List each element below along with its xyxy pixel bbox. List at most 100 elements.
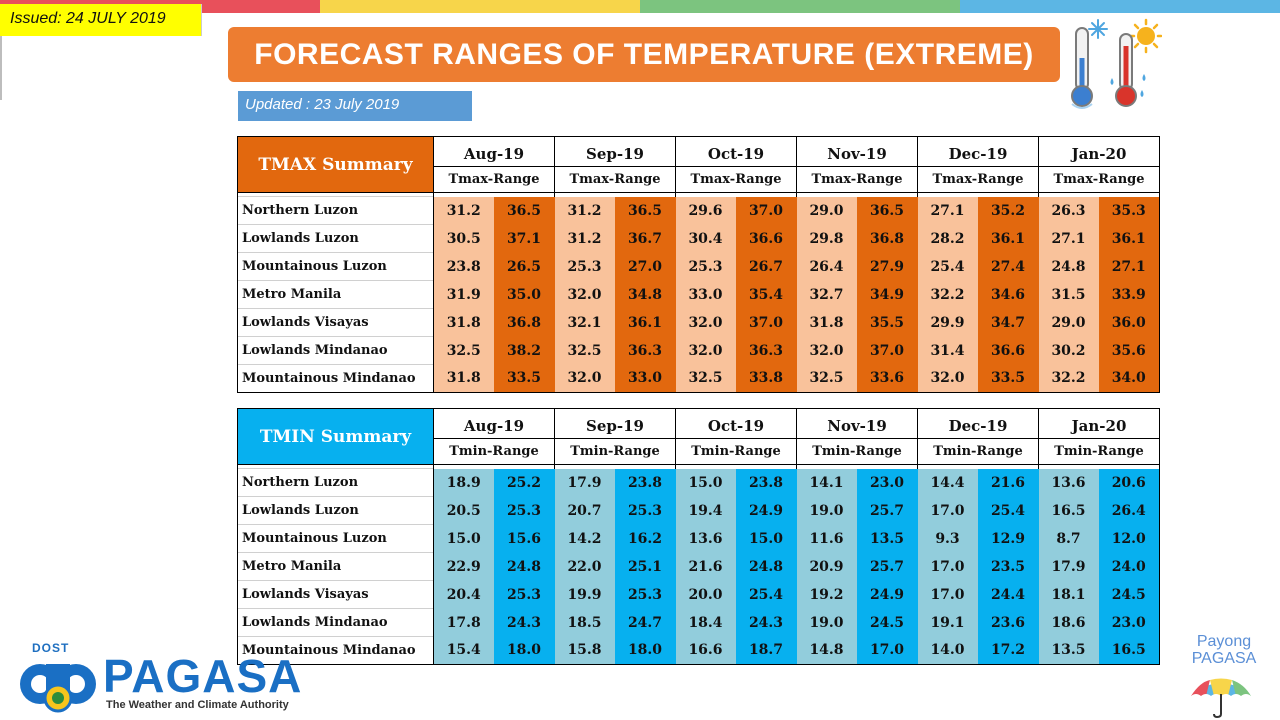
tmax-high-value: 36.6 bbox=[977, 336, 1039, 365]
tmin-high-value: 18.7 bbox=[735, 636, 797, 665]
tmax-low-value: 30.2 bbox=[1038, 336, 1099, 365]
region-label: Lowlands Luzon bbox=[237, 496, 434, 525]
tmax-month-header: Sep-19 bbox=[554, 136, 676, 167]
tmax-low-value: 29.0 bbox=[796, 196, 857, 225]
tmin-low-value: 18.1 bbox=[1038, 580, 1099, 609]
region-label: Mountainous Mindanao bbox=[237, 636, 434, 665]
tmax-high-value: 35.4 bbox=[735, 280, 797, 309]
tmax-high-value: 33.6 bbox=[856, 364, 918, 393]
tmin-high-value: 24.4 bbox=[977, 580, 1039, 609]
region-label: Metro Manila bbox=[237, 552, 434, 581]
tmin-low-value: 20.4 bbox=[433, 580, 494, 609]
tmax-low-value: 32.0 bbox=[796, 336, 857, 365]
table-row: Lowlands Visayas 20.4 25.3 19.9 25.3 20.0 25.4… bbox=[237, 580, 1160, 609]
tmin-range-header: Tmin-Range bbox=[917, 438, 1039, 465]
tmax-month-header: Nov-19 bbox=[796, 136, 918, 167]
tmax-high-value: 35.6 bbox=[1098, 336, 1160, 365]
tmax-high-value: 37.0 bbox=[735, 196, 797, 225]
tmax-high-value: 36.3 bbox=[735, 336, 797, 365]
tmin-low-value: 14.2 bbox=[554, 524, 615, 553]
tmin-low-value: 20.0 bbox=[675, 580, 736, 609]
tmin-low-value: 15.0 bbox=[675, 468, 736, 497]
tmin-high-value: 24.0 bbox=[1098, 552, 1160, 581]
tmax-high-value: 36.5 bbox=[614, 196, 676, 225]
tmin-low-value: 20.7 bbox=[554, 496, 615, 525]
tmax-low-value: 32.0 bbox=[675, 336, 736, 365]
tmax-range-header: Tmax-Range bbox=[917, 166, 1039, 193]
tmax-low-value: 32.0 bbox=[917, 364, 978, 393]
tmin-low-value: 19.2 bbox=[796, 580, 857, 609]
tmax-high-value: 26.7 bbox=[735, 252, 797, 281]
tmin-low-value: 20.9 bbox=[796, 552, 857, 581]
tmin-high-value: 13.5 bbox=[856, 524, 918, 553]
pagasa-logo-mark bbox=[20, 664, 96, 713]
tmin-high-value: 23.6 bbox=[977, 608, 1039, 637]
tmin-low-value: 13.5 bbox=[1038, 636, 1099, 665]
tmax-low-value: 29.8 bbox=[796, 224, 857, 253]
tmax-high-value: 27.9 bbox=[856, 252, 918, 281]
tmax-range-header: Tmax-Range bbox=[433, 166, 555, 193]
tmin-month-header: Sep-19 bbox=[554, 408, 676, 439]
tmax-low-value: 28.2 bbox=[917, 224, 978, 253]
tmax-low-value: 31.8 bbox=[433, 364, 494, 393]
tmin-low-value: 17.9 bbox=[554, 468, 615, 497]
tmax-month-header: Jan-20 bbox=[1038, 136, 1160, 167]
tmin-low-value: 19.9 bbox=[554, 580, 615, 609]
umbrella-icon bbox=[1191, 678, 1251, 718]
tmin-range-header: Tmin-Range bbox=[796, 438, 918, 465]
tmin-low-value: 14.0 bbox=[917, 636, 978, 665]
region-label: Lowlands Visayas bbox=[237, 308, 434, 337]
tmin-high-value: 18.0 bbox=[614, 636, 676, 665]
tmax-high-value: 34.8 bbox=[614, 280, 676, 309]
tmax-low-value: 30.5 bbox=[433, 224, 494, 253]
tmin-low-value: 8.7 bbox=[1038, 524, 1099, 553]
table-row: Mountainous Luzon 23.8 26.5 25.3 27.0 25.3 26.… bbox=[237, 252, 1160, 281]
tmax-high-value: 35.3 bbox=[1098, 196, 1160, 225]
tmax-low-value: 23.8 bbox=[433, 252, 494, 281]
tmax-low-value: 31.8 bbox=[796, 308, 857, 337]
tmax-low-value: 32.5 bbox=[433, 336, 494, 365]
table-row: Northern Luzon 31.2 36.5 31.2 36.5 29.6 37.0 29… bbox=[237, 196, 1160, 225]
tmax-high-value: 27.1 bbox=[1098, 252, 1160, 281]
tmin-range-header: Tmin-Range bbox=[433, 438, 555, 465]
region-label: Mountainous Luzon bbox=[237, 524, 434, 553]
tmin-month-header: Aug-19 bbox=[433, 408, 555, 439]
tmin-low-value: 15.8 bbox=[554, 636, 615, 665]
page-title: FORECAST RANGES OF TEMPERATURE (EXTREME) bbox=[228, 27, 1060, 82]
tmin-low-value: 9.3 bbox=[917, 524, 978, 553]
pagasa-tagline: The Weather and Climate Authority bbox=[106, 699, 289, 711]
tmin-low-value: 19.0 bbox=[796, 608, 857, 637]
tmax-low-value: 32.0 bbox=[554, 364, 615, 393]
region-label: Lowlands Mindanao bbox=[237, 336, 434, 365]
tmax-low-value: 29.0 bbox=[1038, 308, 1099, 337]
tmin-high-value: 12.9 bbox=[977, 524, 1039, 553]
thermometer-cold-hot-icon bbox=[1071, 18, 1162, 109]
tmax-low-value: 32.1 bbox=[554, 308, 615, 337]
tmin-range-header: Tmin-Range bbox=[675, 438, 797, 465]
tmin-high-value: 15.6 bbox=[493, 524, 555, 553]
table-row: Mountainous Mindanao 31.8 33.5 32.0 33.0 32.5… bbox=[237, 364, 1160, 393]
region-label: Northern Luzon bbox=[237, 468, 434, 497]
tmax-high-value: 33.9 bbox=[1098, 280, 1160, 309]
tmax-low-value: 29.9 bbox=[917, 308, 978, 337]
tmin-low-value: 21.6 bbox=[675, 552, 736, 581]
updated-date-label: Updated : 23 July 2019 bbox=[238, 91, 472, 121]
tmax-high-value: 38.2 bbox=[493, 336, 555, 365]
sun-icon bbox=[1128, 18, 1162, 54]
tmax-high-value: 36.1 bbox=[614, 308, 676, 337]
tmin-high-value: 16.5 bbox=[1098, 636, 1160, 665]
tmax-high-value: 36.8 bbox=[856, 224, 918, 253]
tmax-high-value: 36.0 bbox=[1098, 308, 1160, 337]
tmin-high-value: 25.7 bbox=[856, 496, 918, 525]
tmin-low-value: 18.5 bbox=[554, 608, 615, 637]
tmin-high-value: 25.3 bbox=[614, 580, 676, 609]
tmin-low-value: 14.8 bbox=[796, 636, 857, 665]
tmin-high-value: 21.6 bbox=[977, 468, 1039, 497]
tmin-high-value: 23.0 bbox=[856, 468, 918, 497]
table-row: Lowlands Luzon 30.5 37.1 31.2 36.7 30.4 36.6 29… bbox=[237, 224, 1160, 253]
tmax-low-value: 26.3 bbox=[1038, 196, 1099, 225]
table-row: Lowlands Mindanao 32.5 38.2 32.5 36.3 32.0 36.… bbox=[237, 336, 1160, 365]
tmin-low-value: 15.4 bbox=[433, 636, 494, 665]
tmax-high-value: 34.0 bbox=[1098, 364, 1160, 393]
tmin-high-value: 24.7 bbox=[614, 608, 676, 637]
